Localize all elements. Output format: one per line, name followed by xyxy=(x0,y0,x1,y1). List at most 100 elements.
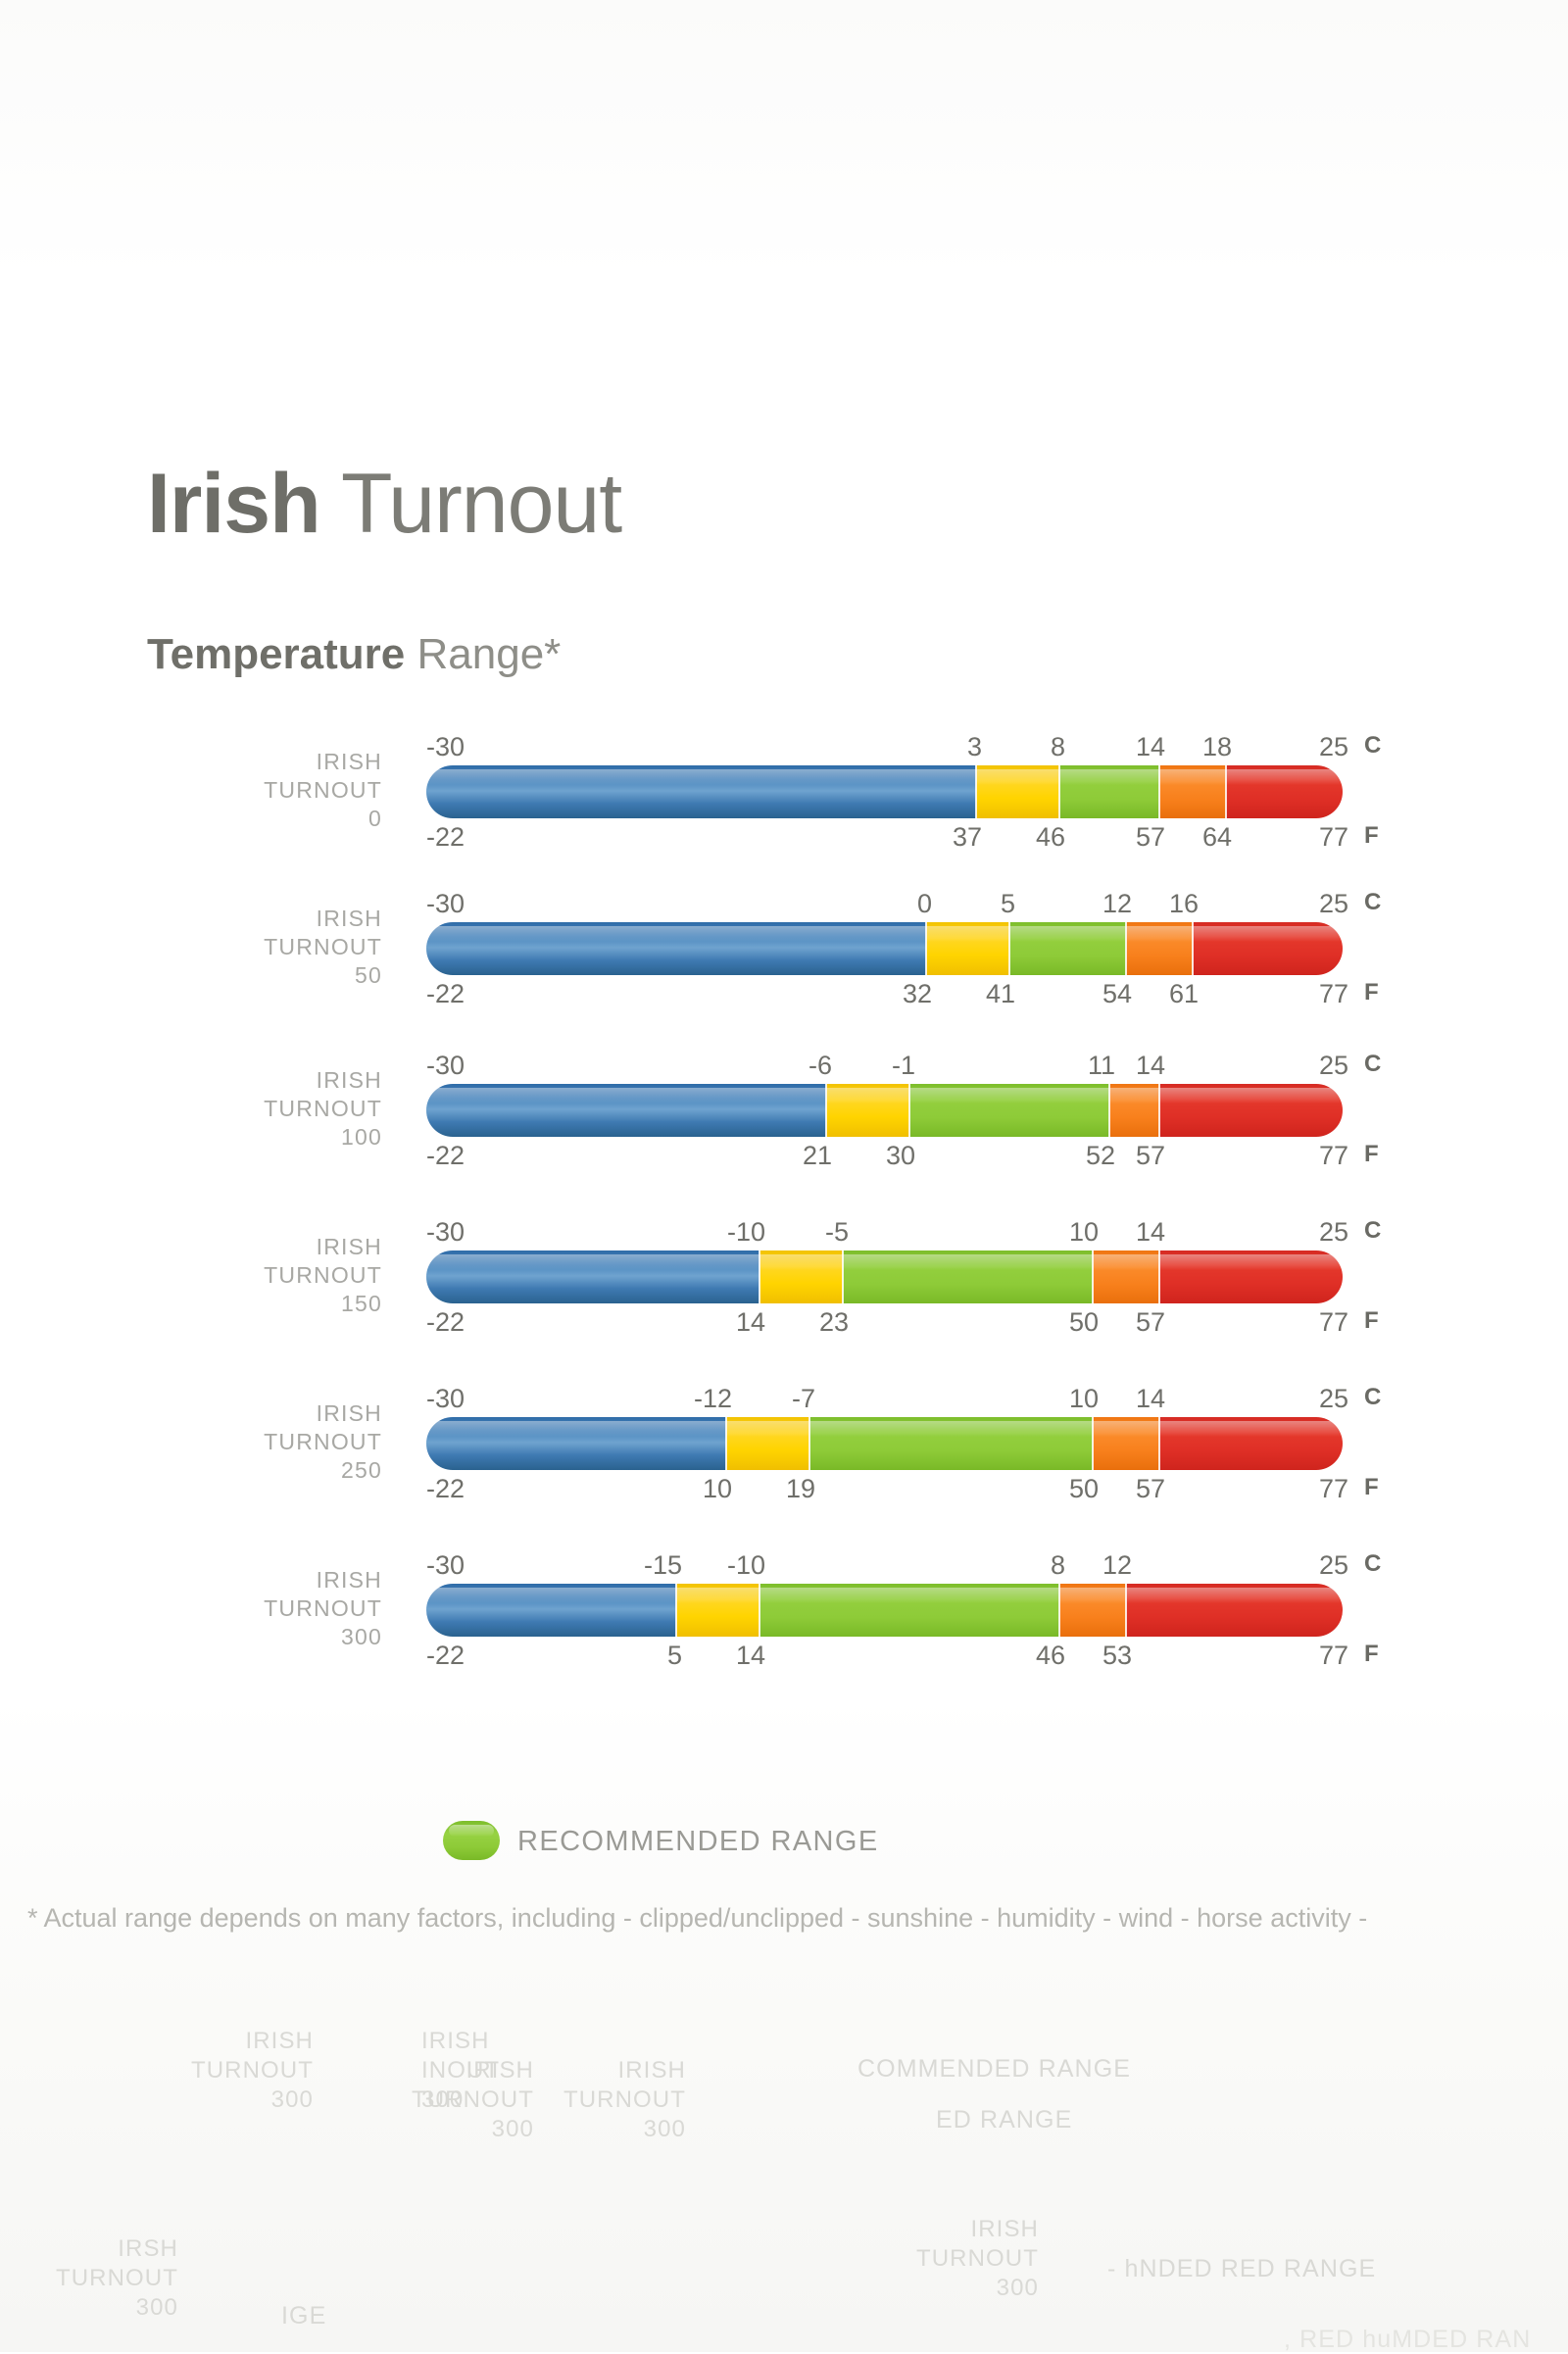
unit-fahrenheit-label: F xyxy=(1364,1641,1379,1667)
tick-fahrenheit: 32 xyxy=(902,979,932,1008)
row-label-line-2: TURNOUT xyxy=(264,1595,382,1621)
tick-celsius-start: -30 xyxy=(426,889,466,918)
unit-fahrenheit-label: F xyxy=(1364,1474,1379,1500)
tick-celsius-start: -30 xyxy=(426,1051,466,1080)
bar-segment-orange xyxy=(1093,1251,1159,1303)
chart-row: IRISH TURNOUT 100 -30 -22 -6 -1 11 14 25 21 30 52 57 7… xyxy=(0,1049,1568,1196)
tick-celsius: 25 xyxy=(1318,732,1348,761)
bar-segment-orange xyxy=(1059,1584,1126,1637)
tick-fahrenheit: 77 xyxy=(1318,1307,1348,1337)
row-label-line-3: 0 xyxy=(368,806,382,831)
tick-fahrenheit: 77 xyxy=(1318,979,1348,1008)
tick-fahrenheit: 5 xyxy=(666,1641,682,1670)
tick-celsius: 11 xyxy=(1087,1051,1115,1080)
tick-celsius: 14 xyxy=(1135,1051,1165,1080)
tick-celsius: -10 xyxy=(726,1550,765,1580)
tick-fahrenheit: 52 xyxy=(1085,1141,1115,1170)
recommended-range-swatch-icon xyxy=(443,1821,500,1860)
tick-fahrenheit: 54 xyxy=(1102,979,1132,1008)
tick-celsius: 3 xyxy=(966,732,982,761)
tick-fahrenheit: 77 xyxy=(1318,1141,1348,1170)
segment-divider xyxy=(1058,765,1060,818)
bar-segment-green xyxy=(1059,765,1159,818)
tick-fahrenheit: 50 xyxy=(1068,1474,1099,1503)
scan-artifact-text: COMMENDED RANGE xyxy=(858,2055,1132,2083)
unit-fahrenheit-label: F xyxy=(1364,822,1379,849)
bar-segment-blue xyxy=(426,1417,726,1470)
bar-segment-orange xyxy=(1159,765,1226,818)
row-label: IRISH TURNOUT 50 xyxy=(211,905,382,990)
tick-fahrenheit: 61 xyxy=(1168,979,1199,1008)
tick-fahrenheit: 14 xyxy=(735,1641,765,1670)
tick-fahrenheit: 77 xyxy=(1318,1474,1348,1503)
tick-fahrenheit-start: -22 xyxy=(426,822,466,852)
scan-artifact-text: - hNDED RED RANGE xyxy=(1107,2255,1377,2282)
bar-segment-green xyxy=(843,1251,1093,1303)
tick-celsius: 12 xyxy=(1102,889,1132,918)
segment-divider xyxy=(1158,1417,1160,1470)
tick-celsius: 10 xyxy=(1068,1217,1099,1247)
row-label-line-2: TURNOUT xyxy=(264,1096,382,1121)
tick-celsius: -7 xyxy=(791,1384,815,1413)
row-label: IRISH TURNOUT 100 xyxy=(211,1066,382,1152)
bar-segment-orange xyxy=(1126,922,1193,975)
tick-celsius: 0 xyxy=(916,889,932,918)
temperature-bar: -30 -22 3 8 14 18 25 37 46 57 64 77 xyxy=(426,732,1348,852)
row-label: IRISH TURNOUT 250 xyxy=(211,1399,382,1485)
tick-celsius-start: -30 xyxy=(426,1384,466,1413)
bar-segment-red xyxy=(1193,922,1343,975)
tick-celsius: 10 xyxy=(1068,1384,1099,1413)
page-subtitle-rest: Range* xyxy=(405,630,562,678)
row-label-line-3: 150 xyxy=(341,1291,382,1316)
chart-row: IRISH TURNOUT 300 -30 -22 -15 -10 8 12 25 5 14 46 53 7… xyxy=(0,1548,1568,1695)
bar-segment-blue xyxy=(426,765,976,818)
scan-artifact-text: IRISH TURNOUT 300 xyxy=(915,2216,1039,2301)
scan-artifact-text: IRISH TURNOUT 300 xyxy=(411,2057,534,2142)
tick-celsius: -15 xyxy=(643,1550,682,1580)
legend-label: RECOMMENDED RANGE xyxy=(517,1826,879,1857)
bar-segment-red xyxy=(1126,1584,1343,1637)
tick-celsius: 25 xyxy=(1318,889,1348,918)
tick-celsius: 18 xyxy=(1201,732,1232,761)
segment-divider xyxy=(1192,922,1194,975)
bar-segment-yellow xyxy=(676,1584,760,1637)
scan-artifact-text: IRISH TURNOUT 300 xyxy=(190,2028,314,2113)
bar-segment-red xyxy=(1159,1084,1343,1137)
page-title-rest: Turnout xyxy=(319,457,622,551)
bar-segment-blue xyxy=(426,1251,760,1303)
tick-celsius: 14 xyxy=(1135,1217,1165,1247)
page-subtitle-bold: Temperature xyxy=(147,630,406,678)
unit-fahrenheit-label: F xyxy=(1364,1307,1379,1334)
tick-celsius: -12 xyxy=(693,1384,732,1413)
segment-divider xyxy=(1225,765,1227,818)
segment-divider xyxy=(925,922,927,975)
row-label-line-2: TURNOUT xyxy=(264,934,382,959)
unit-celsius-label: C xyxy=(1364,1051,1382,1077)
tick-celsius: -6 xyxy=(808,1051,832,1080)
segment-divider xyxy=(725,1417,727,1470)
bar-segment-yellow xyxy=(976,765,1059,818)
bar-segment-blue xyxy=(426,1084,826,1137)
bar-segment-orange xyxy=(1109,1084,1159,1137)
temperature-bar: -30 -22 0 5 12 16 25 32 41 54 61 77 xyxy=(426,889,1348,1008)
temperature-bar: -30 -22 -12 -7 10 14 25 10 19 50 57 77 xyxy=(426,1384,1348,1503)
tick-celsius: -5 xyxy=(824,1217,849,1247)
tick-celsius: 8 xyxy=(1050,1550,1065,1580)
tick-celsius: 25 xyxy=(1318,1217,1348,1247)
segment-divider xyxy=(1058,1584,1060,1637)
unit-celsius-label: C xyxy=(1364,1384,1382,1410)
tick-fahrenheit-start: -22 xyxy=(426,1141,466,1170)
tick-fahrenheit: 37 xyxy=(952,822,982,852)
segment-divider xyxy=(808,1417,810,1470)
tick-celsius: 12 xyxy=(1102,1550,1132,1580)
segment-divider xyxy=(1108,1084,1110,1137)
chart-row: IRISH TURNOUT 250 -30 -22 -12 -7 10 14 25 10 19 50 57… xyxy=(0,1382,1568,1529)
unit-celsius-label: C xyxy=(1364,732,1382,759)
tick-fahrenheit: 30 xyxy=(885,1141,915,1170)
segment-divider xyxy=(759,1584,760,1637)
bar-segment-green xyxy=(1009,922,1126,975)
bar-segment-red xyxy=(1226,765,1343,818)
tick-celsius: 25 xyxy=(1318,1384,1348,1413)
temperature-bar: -30 -22 -6 -1 11 14 25 21 30 52 57 77 xyxy=(426,1051,1348,1170)
